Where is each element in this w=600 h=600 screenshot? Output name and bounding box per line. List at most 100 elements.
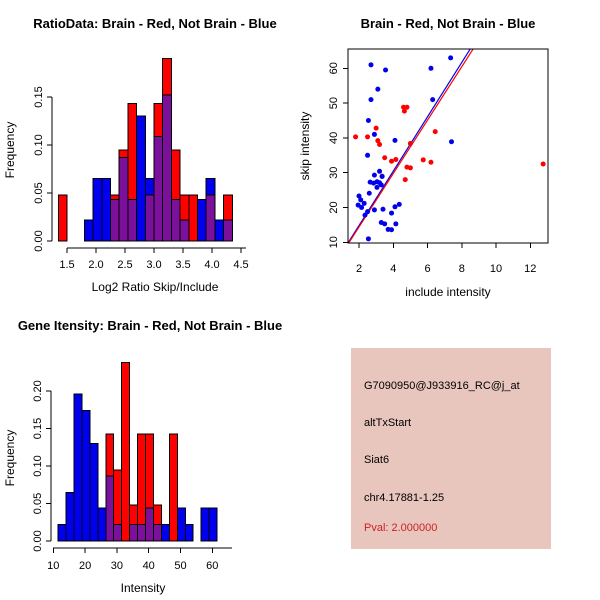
probe-id-text: G7090950@J933916_RC@j_at	[364, 380, 520, 392]
y-tick-label: 0.05	[32, 493, 44, 514]
histogram-bar-overlap	[223, 219, 233, 242]
scatter-point	[392, 204, 398, 210]
x-tick-label: 30	[111, 560, 123, 572]
histogram-bar-overlap	[205, 194, 216, 242]
scatter-point	[393, 221, 399, 227]
histogram-bar	[208, 507, 218, 542]
y-tick-label: 20	[328, 201, 340, 213]
y-tick-label: 0.15	[32, 418, 44, 439]
y-tick-label: 0.20	[32, 380, 44, 401]
plot-box	[347, 48, 549, 244]
scatter-point	[432, 129, 438, 135]
scatter-point	[365, 134, 371, 140]
scatter-point	[365, 236, 371, 242]
scatter-point	[378, 182, 384, 188]
histogram-bar	[81, 410, 91, 542]
x-tick-label: 3.0	[146, 259, 161, 271]
scatter-point	[365, 118, 371, 123]
y-tick-label: 0.00	[33, 230, 45, 251]
plot-title: Gene Itensity: Brain - Red, Not Brain - …	[18, 318, 282, 333]
x-axis-label: Log2 Ratio Skip/Include	[92, 280, 219, 294]
scatter-point	[383, 67, 389, 73]
scatter-point	[392, 137, 398, 143]
histogram-bar-overlap	[113, 524, 123, 542]
scatter-point	[402, 177, 408, 183]
histogram-bar	[200, 507, 210, 542]
scatter-point	[430, 97, 436, 103]
histogram-bar	[92, 178, 103, 242]
scatter-point	[371, 180, 377, 186]
histogram-bar	[214, 219, 225, 242]
histogram-bar-overlap	[144, 194, 155, 242]
scatter-point	[401, 108, 407, 114]
histogram-bar	[184, 524, 194, 542]
histogram-bar-overlap	[105, 475, 115, 542]
histogram-bar-overlap	[152, 524, 162, 542]
y-tick-label: 0.15	[33, 86, 45, 107]
x-tick-label: 4.0	[204, 259, 219, 271]
histogram-bar	[57, 194, 68, 242]
histogram-bar-overlap	[110, 199, 120, 242]
x-tick-label: 6	[424, 263, 430, 275]
histogram-bar	[101, 178, 112, 242]
scatter-point	[377, 142, 383, 148]
y-tick-label: 0.00	[32, 530, 44, 551]
scatter-point	[365, 152, 371, 158]
histogram-bar	[65, 491, 75, 542]
y-axis-label: skip intensity	[300, 112, 312, 181]
y-tick-label: 50	[328, 97, 340, 109]
x-tick-label: 10	[490, 263, 502, 275]
histogram-bar	[168, 433, 178, 542]
x-tick-label: 3.5	[175, 259, 190, 271]
scatter-point	[368, 97, 374, 103]
y-tick-label: 40	[328, 132, 340, 144]
x-tick-label: 60	[206, 560, 218, 572]
scatter-point	[389, 210, 395, 216]
scatter-point	[540, 161, 546, 167]
scatter-point	[382, 221, 388, 227]
scatter-point	[371, 207, 377, 213]
plot-title: RatioData: Brain - Red, Not Brain - Blue	[33, 16, 276, 31]
histogram-bar-overlap	[179, 219, 190, 242]
scatter-point	[368, 62, 374, 68]
scatter-point	[389, 227, 395, 233]
histogram-bar	[83, 219, 94, 242]
scatter-point	[377, 168, 383, 174]
histogram-bar-overlap	[170, 199, 181, 242]
x-tick-label: 2.5	[117, 259, 132, 271]
event-type-text: altTxStart	[364, 417, 412, 429]
x-tick-label: 10	[47, 560, 59, 572]
scatter-point	[404, 104, 410, 110]
histogram-bar-overlap	[118, 156, 129, 242]
histogram-bar-overlap	[145, 507, 154, 542]
scatter-point	[389, 158, 395, 164]
scatter-point	[362, 212, 368, 218]
histogram-bar	[89, 443, 99, 542]
histogram-bar	[197, 199, 207, 242]
histogram-bar	[57, 524, 67, 542]
scatter-point	[393, 156, 399, 162]
scatter-point	[356, 193, 362, 199]
x-tick-label: 2	[356, 263, 362, 275]
scatter-point	[374, 184, 380, 190]
scatter-point	[375, 138, 381, 144]
y-tick-label: 0.10	[32, 455, 44, 476]
scatter-point	[428, 65, 434, 71]
x-tick-label: 1.5	[59, 259, 74, 271]
gene-name-text: Siat6	[364, 454, 390, 466]
scatter-point	[380, 206, 386, 212]
histogram-bar-overlap	[162, 94, 172, 242]
x-tick-label: 12	[524, 263, 536, 275]
x-tick-label: 4	[390, 263, 396, 275]
scatter-point	[448, 55, 454, 61]
scatter-point	[353, 134, 359, 140]
scatter-point	[396, 201, 402, 207]
scatter-point	[407, 140, 413, 146]
scatter-point	[359, 205, 365, 210]
plot-title: Brain - Red, Not Brain - Blue	[361, 16, 536, 31]
histogram-bar	[160, 524, 170, 542]
scatter-point	[358, 197, 364, 203]
y-axis-label: Frequency	[3, 430, 17, 487]
scatter-point	[361, 200, 367, 206]
